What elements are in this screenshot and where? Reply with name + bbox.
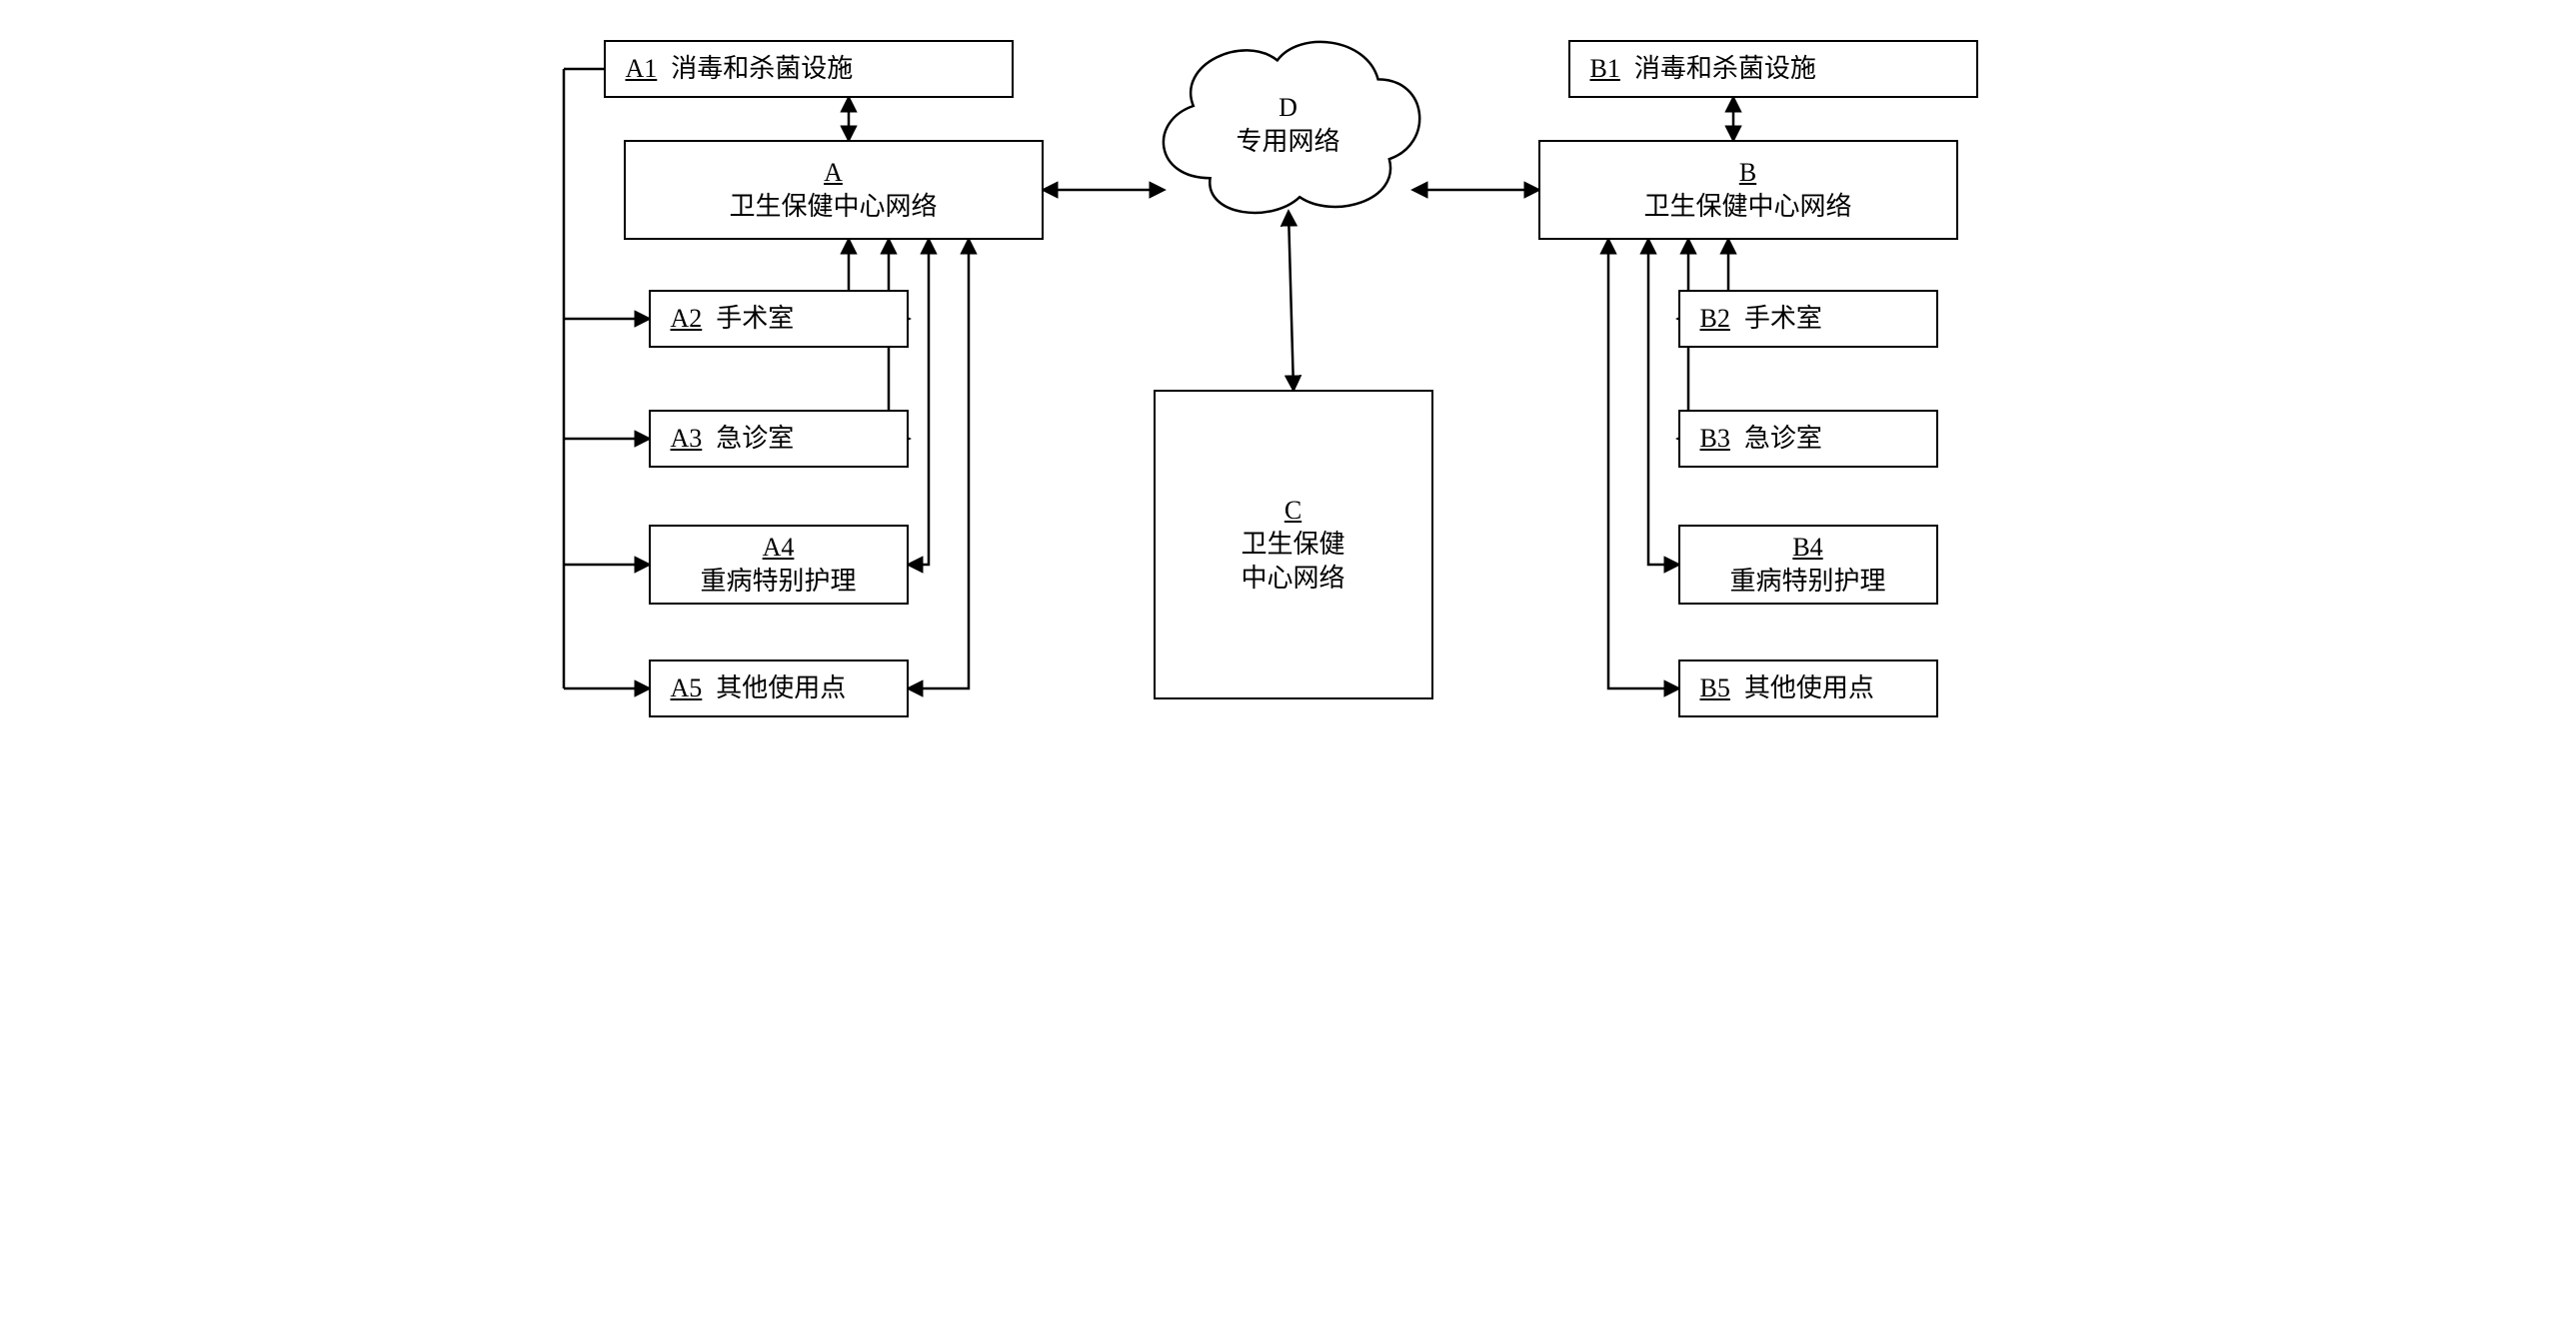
node-a5-code: A5 [671, 671, 703, 705]
node-a1: A1 消毒和杀菌设施 [604, 40, 1014, 98]
node-a4-code: A4 [763, 531, 795, 565]
node-b4-code: B4 [1792, 531, 1822, 565]
node-b5: B5 其他使用点 [1678, 660, 1938, 717]
node-a2-code: A2 [671, 302, 703, 336]
node-b1-code: B1 [1590, 52, 1620, 86]
network-c-line1: 卫生保健 [1241, 528, 1344, 562]
network-c-code: C [1285, 494, 1301, 528]
node-a5-label: 其他使用点 [716, 671, 846, 705]
network-b-label: 卫生保健中心网络 [1643, 190, 1851, 224]
node-a4-label: 重病特别护理 [700, 565, 856, 599]
network-c-line2: 中心网络 [1241, 562, 1344, 596]
node-a5: A5 其他使用点 [649, 660, 909, 717]
network-b-code: B [1739, 156, 1756, 190]
node-a2-label: 手术室 [716, 302, 794, 336]
network-a: A卫生保健中心网络 [624, 140, 1044, 240]
node-b1: B1 消毒和杀菌设施 [1568, 40, 1978, 98]
node-b4: B4重病特别护理 [1678, 525, 1938, 605]
node-b5-label: 其他使用点 [1744, 671, 1874, 705]
cloud-label: 专用网络 [1236, 125, 1339, 159]
cloud-network: D专用网络 [1149, 30, 1428, 220]
node-b4-label: 重病特别护理 [1729, 565, 1885, 599]
node-a3-code: A3 [671, 422, 703, 456]
node-b5-code: B5 [1700, 671, 1730, 705]
node-b3: B3 急诊室 [1678, 410, 1938, 468]
network-a-label: 卫生保健中心网络 [729, 190, 937, 224]
node-a3-label: 急诊室 [716, 422, 794, 456]
node-a1-code: A1 [626, 52, 658, 86]
node-b1-label: 消毒和杀菌设施 [1634, 52, 1816, 86]
node-b3-label: 急诊室 [1744, 422, 1822, 456]
network-b: B卫生保健中心网络 [1538, 140, 1958, 240]
node-a3: A3 急诊室 [649, 410, 909, 468]
network-a-code: A [824, 156, 843, 190]
node-b2-label: 手术室 [1744, 302, 1822, 336]
node-b2: B2 手术室 [1678, 290, 1938, 348]
node-a2: A2 手术室 [649, 290, 909, 348]
node-b2-code: B2 [1700, 302, 1730, 336]
node-a1-label: 消毒和杀菌设施 [671, 52, 853, 86]
node-b3-code: B3 [1700, 422, 1730, 456]
node-a4: A4重病特别护理 [649, 525, 909, 605]
network-c: C卫生保健中心网络 [1154, 390, 1433, 699]
cloud-code: D [1279, 91, 1297, 125]
